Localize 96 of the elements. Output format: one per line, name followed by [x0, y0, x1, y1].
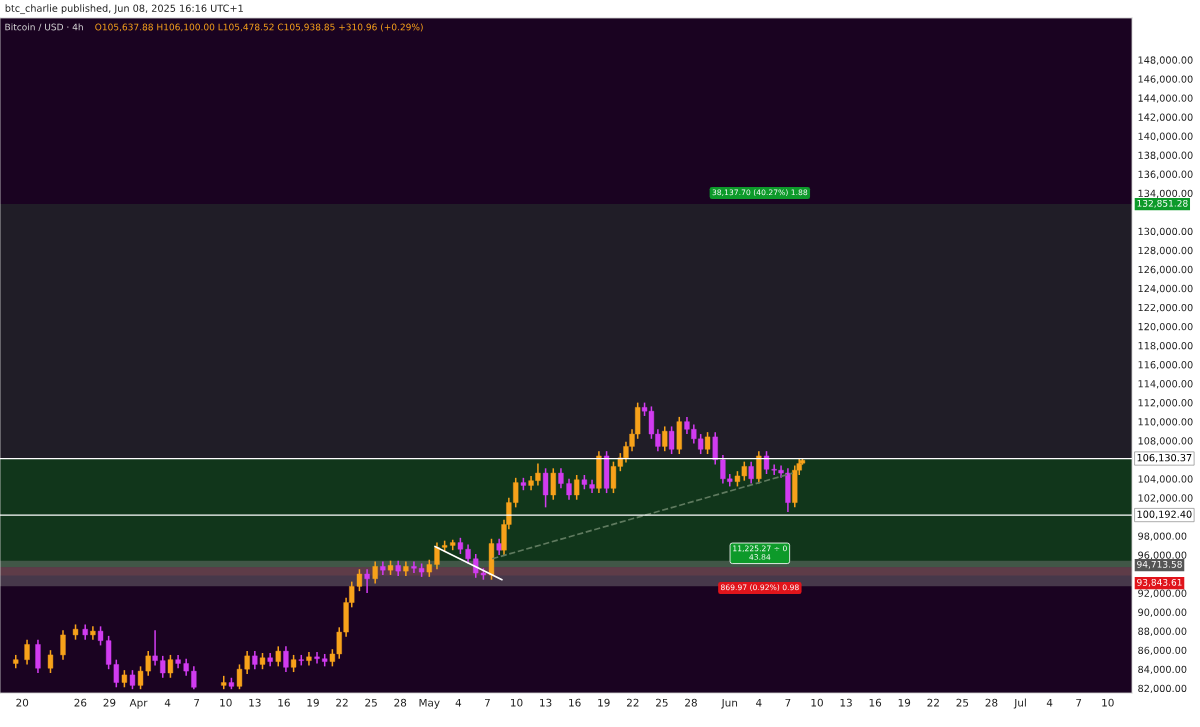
candlestick [267, 652, 273, 668]
y-tick-label: 124,000.00 [1138, 284, 1193, 294]
x-tick-label: 13 [249, 698, 261, 707]
y-tick-label: 144,000.00 [1138, 94, 1193, 103]
x-tick-label: 28 [394, 698, 407, 707]
candlestick [13, 654, 19, 670]
y-tick-label: 130,000.00 [1138, 227, 1193, 237]
x-tick-label: 26 [74, 698, 87, 707]
x-tick-label: 7 [1076, 698, 1082, 707]
x-tick-label: 25 [956, 698, 969, 707]
candlestick [550, 467, 556, 501]
x-tick-label: 22 [927, 698, 939, 707]
y-tick-label: 136,000.00 [1138, 170, 1193, 179]
x-tick-label: 20 [16, 698, 29, 707]
y-tick-label: 116,000.00 [1138, 361, 1193, 370]
y-tick-label: 90,000.00 [1138, 608, 1187, 617]
y-tick-label: 118,000.00 [1138, 341, 1193, 351]
x-tick-label: 28 [985, 698, 998, 707]
candlestick [603, 450, 610, 494]
x-tick-label: 16 [869, 698, 882, 707]
candlestick [411, 560, 417, 574]
y-tick-label: 134,000.00 [1138, 189, 1193, 198]
y-tick-label: 142,000.00 [1138, 113, 1193, 122]
x-tick-label: Jul [1013, 698, 1026, 709]
ref-line-label: 106,130.37 [1137, 453, 1192, 463]
candlestick [314, 651, 320, 665]
y-tick-label: 102,000.00 [1138, 494, 1193, 503]
text: O105,637.88 H106,100.00 L105,478.52 C105,938.85 +310.96 (+0.29%) [95, 23, 423, 32]
x-tick-label: 4 [455, 698, 462, 707]
y-tick-label: 146,000.00 [1138, 75, 1193, 84]
candlestick [488, 538, 495, 581]
x-tick-label: 19 [598, 698, 610, 707]
x-tick-label: 28 [685, 698, 697, 707]
x-tick-label: 7 [194, 698, 200, 707]
y-tick-label: 110,000.00 [1138, 418, 1193, 427]
y-tick-label: 120,000.00 [1138, 322, 1193, 332]
x-tick-label: 13 [840, 698, 852, 707]
band-label: 94,713.58 [1137, 560, 1182, 569]
y-tick-label: 126,000.00 [1138, 265, 1193, 275]
band-label: 93,843.61 [1137, 578, 1182, 587]
y-tick-label: 138,000.00 [1138, 151, 1193, 160]
y-tick-label: 92,000.00 [1138, 589, 1187, 598]
candlestick [167, 654, 174, 679]
candlestick [97, 625, 104, 647]
y-tick-label: 148,000.00 [1138, 56, 1193, 65]
text: Bitcoin / USD · 4h [5, 23, 83, 32]
y-tick-label: 86,000.00 [1138, 646, 1187, 655]
x-tick-label: 25 [365, 698, 377, 707]
candlestick [380, 560, 386, 576]
y-tick-label: 104,000.00 [1138, 475, 1193, 484]
x-tick-label: 10 [811, 698, 823, 707]
y-tick-label: 98,000.00 [1138, 532, 1187, 541]
x-tick-label: May [419, 698, 440, 709]
x-tick-label: 10 [1102, 698, 1114, 707]
candlestick [704, 431, 711, 455]
x-tick-label: 25 [656, 698, 668, 707]
y-tick-label: 88,000.00 [1138, 627, 1187, 636]
band-label: 132,851.28 [1137, 199, 1188, 208]
candlestick [175, 654, 181, 670]
y-tick-label: 112,000.00 [1138, 399, 1193, 408]
candlestick [306, 651, 312, 667]
x-tick-label: 7 [785, 698, 791, 707]
x-tick-label: 4 [756, 698, 762, 707]
x-tick-label: 7 [484, 698, 490, 707]
x-tick-label: 4 [164, 698, 171, 707]
y-tick-label: 108,000.00 [1138, 437, 1193, 446]
y-tick-label: 140,000.00 [1138, 132, 1193, 141]
candlestick [129, 669, 136, 690]
x-tick-label: 29 [103, 698, 116, 707]
x-tick-label: 10 [220, 698, 232, 707]
candlestick [47, 649, 54, 674]
y-tick-label: 82,000.00 [1138, 684, 1187, 694]
candlestick [668, 425, 675, 455]
x-tick-label: 4 [1046, 698, 1053, 707]
candlestick [542, 467, 549, 509]
x-tick-label: 22 [626, 698, 639, 707]
y-tick-label: 114,000.00 [1138, 380, 1193, 389]
candlestick [676, 416, 682, 455]
x-tick-label: 19 [898, 698, 911, 707]
x-tick-label: Apr [129, 698, 148, 709]
ref-line-label: 100,192.40 [1137, 510, 1192, 519]
y-tick-label: 84,000.00 [1138, 665, 1187, 675]
x-tick-label: Jun [721, 698, 738, 709]
x-tick-label: 16 [569, 698, 581, 707]
y-tick-label: 122,000.00 [1138, 303, 1193, 313]
candlestick [589, 478, 595, 494]
y-tick-label: 128,000.00 [1138, 246, 1193, 256]
text: btc_charlie published, Jun 08, 2025 16:16 UTC+1 [5, 4, 243, 15]
y-tick-label: 96,000.00 [1138, 551, 1187, 560]
x-tick-label: 13 [540, 698, 552, 707]
x-tick-label: 10 [511, 698, 523, 707]
candlestick [574, 474, 580, 501]
x-tick-label: 16 [278, 698, 290, 707]
x-tick-label: 19 [307, 698, 319, 707]
candlestick [90, 625, 96, 641]
x-tick-label: 22 [336, 698, 348, 707]
